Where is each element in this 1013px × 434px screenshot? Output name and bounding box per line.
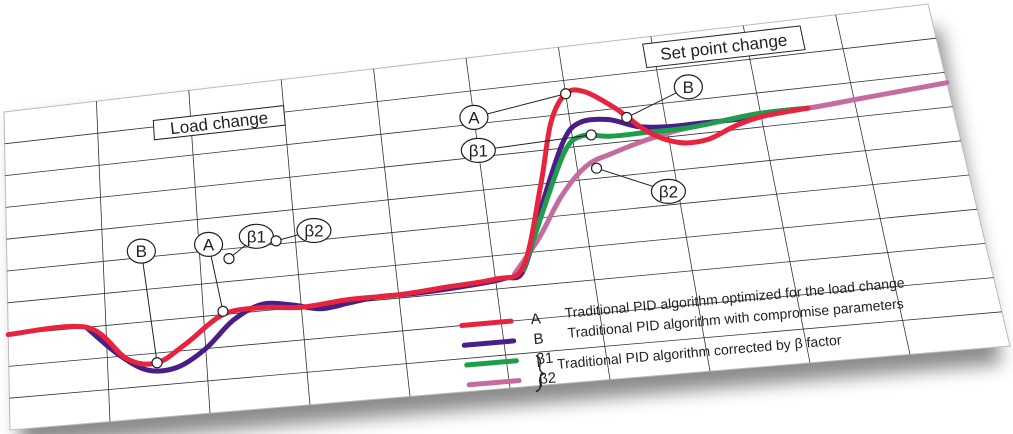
callout-marker — [151, 357, 163, 369]
callout-leader — [478, 134, 592, 151]
callout-label: A — [468, 108, 480, 127]
series-layer — [5, 80, 950, 374]
callout-marker — [585, 129, 597, 141]
callout-bubble — [460, 137, 496, 163]
region-label-box — [642, 25, 806, 69]
legend-swatch-beta1 — [464, 358, 519, 368]
callout-label: B — [136, 242, 147, 261]
region-label-box — [152, 105, 286, 141]
legend-swatch-A — [459, 318, 514, 329]
callout-bubble — [126, 238, 156, 264]
callout-marker — [223, 253, 235, 265]
callout-label: A — [203, 235, 215, 254]
legend-key: β1 — [536, 350, 554, 368]
callout-label: β1 — [247, 227, 266, 246]
callout-leader — [473, 93, 566, 118]
callout-marker — [217, 305, 229, 317]
callout-marker — [560, 88, 572, 100]
series-line-A — [5, 87, 811, 367]
legend-swatch-beta2 — [466, 378, 522, 388]
grid-horizontal-line — [9, 311, 1002, 399]
grid-horizontal-line — [6, 174, 970, 272]
callout-label: β2 — [659, 182, 678, 201]
grid-horizontal-line — [6, 140, 961, 240]
callout-label: β2 — [304, 222, 323, 241]
series-line-beta1 — [521, 105, 811, 273]
callout-bubble — [650, 178, 687, 204]
callout-label: B — [683, 78, 694, 97]
legend-swatch-B — [461, 338, 517, 348]
callout-bubble — [296, 217, 332, 244]
grid-horizontal-line — [7, 208, 978, 304]
callout-bubble — [459, 104, 489, 131]
callout-marker — [590, 162, 603, 174]
legend-key: A — [530, 310, 542, 328]
grid-horizontal-line — [8, 243, 986, 335]
callout-bubble — [193, 231, 224, 257]
grid-lines — [4, 14, 1002, 422]
legend-key: B — [533, 330, 544, 348]
callout-bubble — [673, 74, 703, 100]
callout-marker — [621, 111, 633, 124]
callout-marker — [270, 235, 282, 247]
legend-brace — [535, 355, 546, 393]
callout-leader — [140, 251, 158, 363]
callout-label: β1 — [469, 141, 488, 160]
